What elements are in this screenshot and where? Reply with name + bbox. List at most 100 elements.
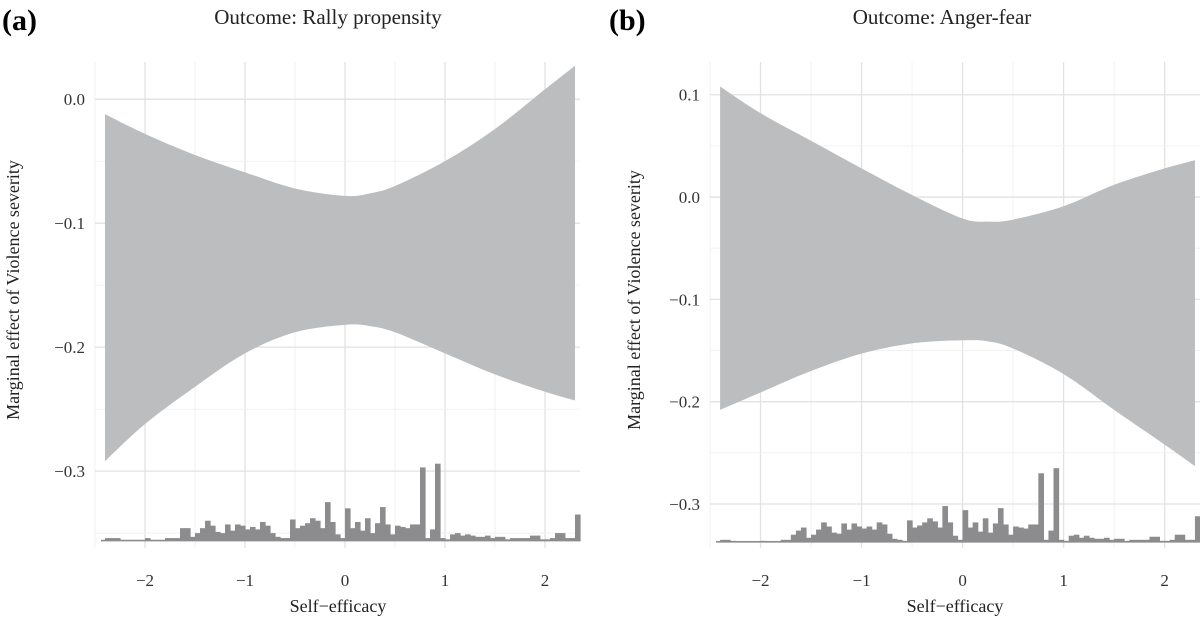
- histogram-bar: [800, 527, 807, 542]
- histogram-bar: [440, 538, 446, 541]
- y-tick-label: −0.3: [669, 495, 700, 514]
- histogram-bar: [475, 536, 481, 541]
- histogram-bar: [831, 532, 837, 542]
- histogram-bar: [145, 538, 151, 541]
- histogram-bar: [1053, 468, 1060, 542]
- histogram-bar: [320, 528, 326, 541]
- histogram-bar: [1048, 530, 1055, 542]
- histogram-bar: [250, 526, 256, 541]
- histogram-bar: [1063, 540, 1070, 542]
- histogram-bar: [265, 525, 271, 541]
- histogram-bar: [1058, 539, 1065, 542]
- histogram-bar: [375, 523, 381, 541]
- histogram-bar: [255, 529, 261, 541]
- histogram-bar: [957, 539, 964, 542]
- histogram-bar: [565, 538, 571, 541]
- histogram-bar: [180, 528, 186, 541]
- histogram-bar: [1088, 537, 1095, 542]
- histogram-bar: [105, 538, 116, 541]
- y-tick-label: −0.1: [669, 290, 700, 309]
- panel-a-title: Outcome: Rally propensity: [214, 5, 442, 29]
- histogram-bar: [1028, 524, 1034, 542]
- histogram-bar: [365, 518, 371, 541]
- histogram-bar: [330, 521, 336, 541]
- histogram-bar: [1159, 540, 1166, 542]
- histogram-bar: [1002, 524, 1009, 542]
- histogram-bar: [1189, 539, 1196, 542]
- panel-a-label: (a): [2, 4, 37, 37]
- histogram-bar: [245, 529, 251, 541]
- y-tick-label: 0.0: [679, 188, 700, 207]
- histogram-bar: [215, 531, 221, 541]
- histogram-bar: [470, 535, 476, 541]
- histogram-bar: [780, 539, 792, 542]
- histogram-bar: [205, 520, 211, 541]
- y-tick-label: −0.3: [54, 462, 85, 481]
- histogram-bar: [790, 534, 797, 542]
- histogram-bar: [896, 539, 903, 542]
- histogram-bar: [876, 522, 883, 542]
- histogram-bar: [260, 521, 266, 541]
- histogram-bar: [836, 533, 842, 542]
- histogram-bar: [1184, 539, 1191, 542]
- histogram-bar: [350, 528, 356, 541]
- histogram-bar: [1124, 540, 1130, 542]
- histogram-bar: [841, 523, 847, 542]
- histogram-bar: [851, 523, 858, 542]
- histogram-bar: [1149, 536, 1160, 542]
- panel-b-histogram: [716, 468, 1200, 543]
- histogram-bar: [1073, 534, 1080, 542]
- histogram-bar: [901, 540, 908, 542]
- histogram-bar: [435, 463, 441, 541]
- panel-b-y-tick-labels: 0.1 0.0 −0.1 −0.2 −0.3: [669, 86, 700, 514]
- histogram-bar: [210, 525, 216, 541]
- panel-a-confidence-band: [105, 65, 575, 462]
- histogram-bar: [1068, 535, 1075, 542]
- x-tick-label: −1: [852, 571, 870, 590]
- histogram-bar: [972, 522, 979, 542]
- histogram-bar: [345, 508, 351, 541]
- histogram-bar: [410, 524, 416, 541]
- histogram-bar: [460, 535, 466, 541]
- histogram-bar: [937, 527, 943, 542]
- histogram-bar: [861, 528, 868, 542]
- histogram-bar: [550, 538, 556, 541]
- histogram-bar: [987, 532, 994, 542]
- histogram-bar: [1164, 540, 1171, 542]
- histogram-bar: [115, 538, 121, 541]
- x-tick-label: 2: [1160, 571, 1169, 590]
- histogram-bar: [942, 506, 949, 542]
- histogram-bar: [520, 538, 531, 541]
- histogram-bar: [1109, 539, 1115, 542]
- histogram-bar: [1033, 524, 1039, 542]
- histogram-bar: [270, 533, 276, 541]
- histogram-bar: [1083, 535, 1090, 542]
- x-tick-label: 0: [958, 571, 967, 590]
- histogram-bar: [305, 523, 311, 541]
- histogram-bar: [795, 530, 802, 542]
- histogram-bar: [450, 534, 456, 541]
- histogram-bar: [816, 529, 822, 542]
- histogram-bar: [370, 533, 376, 541]
- histogram-bar: [505, 539, 511, 541]
- y-tick-label: −0.2: [54, 338, 85, 357]
- x-tick-label: 2: [541, 571, 550, 590]
- histogram-bar: [540, 539, 546, 541]
- histogram-bar: [200, 528, 206, 541]
- panel-a-histogram: [101, 463, 581, 542]
- histogram-bar: [1174, 534, 1186, 542]
- histogram-bar: [395, 525, 401, 541]
- histogram-bar: [952, 535, 959, 542]
- histogram-bar: [280, 538, 286, 541]
- y-tick-label: 0.0: [64, 90, 85, 109]
- histogram-bar: [405, 528, 411, 541]
- histogram-bar: [185, 528, 191, 541]
- histogram-bar: [866, 526, 873, 542]
- histogram-bar: [1194, 516, 1200, 542]
- panel-a-y-axis-label: Marginal effect of Violence severity: [3, 160, 23, 420]
- histogram-bar: [285, 538, 291, 541]
- histogram-bar: [175, 538, 181, 541]
- histogram-bar: [400, 526, 406, 541]
- histogram-bar: [230, 530, 236, 541]
- histogram-bar: [190, 536, 196, 541]
